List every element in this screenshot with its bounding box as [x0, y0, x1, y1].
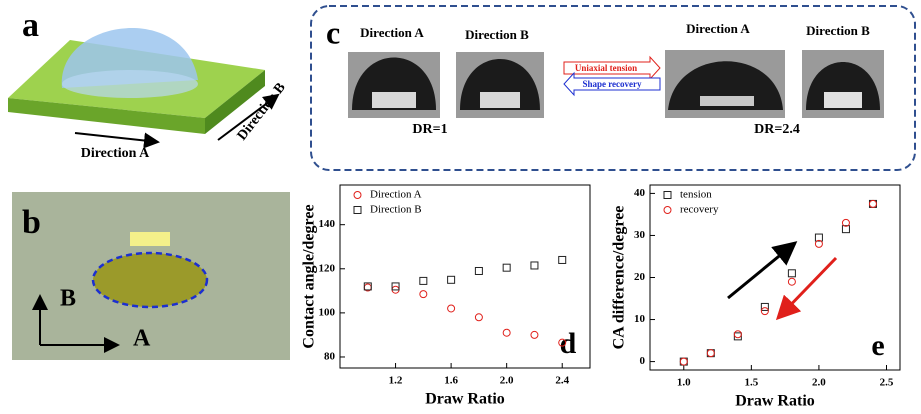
legend-label: recovery	[680, 204, 719, 216]
reflection	[130, 232, 170, 246]
point	[706, 349, 715, 358]
panel-a: a Direction A Direction B	[8, 7, 289, 161]
panel-c: c Direction A Direction B Direction A Di…	[310, 5, 916, 171]
legend-label: Direction B	[370, 204, 422, 216]
direction-label: Direction A	[81, 146, 150, 161]
x-tick-label: 2.4	[555, 375, 569, 387]
x-tick-label: 1.0	[677, 377, 691, 389]
arrow	[217, 93, 280, 141]
frame	[310, 5, 916, 171]
x-axis-title: Draw Ratio	[735, 393, 815, 410]
legend-label: Direction A	[370, 189, 422, 201]
y-axis-title: CA difference/degree	[611, 206, 628, 350]
x-tick-label: 1.2	[389, 375, 403, 387]
point	[787, 277, 796, 286]
point	[447, 304, 456, 313]
point	[733, 330, 742, 339]
chart: 1.2 1.6 2.0 2.4 80 100 120 140 Draw Ratio Contact…	[301, 184, 591, 408]
droplet-photo	[348, 50, 884, 118]
panel-b: b B A	[12, 192, 290, 360]
point	[419, 276, 428, 285]
y-axis-title: Contact angle/degree	[301, 204, 318, 348]
point	[474, 266, 483, 275]
y-tick-label: 20	[634, 271, 646, 283]
direction-label: Direction B	[465, 27, 529, 42]
panel-label: e	[871, 329, 884, 362]
panel-label: b	[22, 204, 41, 241]
slab-side	[8, 98, 205, 134]
draw-ratio-label: DR=1	[412, 122, 447, 137]
y-tick-label: 100	[319, 306, 336, 318]
point	[391, 282, 400, 291]
point	[363, 282, 372, 291]
legend-marker	[353, 206, 362, 214]
legend-marker	[353, 191, 362, 199]
droplet	[93, 253, 207, 307]
point	[787, 269, 796, 278]
droplet-base	[62, 70, 198, 98]
point	[841, 225, 850, 234]
slab-side	[205, 70, 265, 134]
panel-label: d	[560, 327, 577, 360]
trend-arrow	[727, 241, 798, 300]
x-tick-label: 1.6	[444, 375, 458, 387]
panel-label: c	[326, 14, 340, 50]
draw-ratio-label: DR=2.4	[754, 122, 800, 137]
x-tick-label: 2.0	[812, 377, 826, 389]
outline	[91, 251, 209, 309]
x-axis-title: Draw Ratio	[425, 391, 505, 408]
y-tick-label: 30	[634, 229, 646, 241]
x-tick-label: 1.5	[744, 377, 758, 389]
plot-frame	[339, 184, 591, 369]
axis-label: B	[60, 286, 76, 312]
legend-marker	[663, 206, 672, 214]
arrow	[74, 132, 160, 149]
x-tick-label: 2.5	[880, 377, 894, 389]
point	[760, 302, 769, 311]
y-tick-label: 140	[319, 218, 336, 230]
point	[841, 218, 850, 227]
point	[733, 332, 742, 341]
arrow	[563, 71, 661, 97]
point	[530, 261, 539, 270]
point	[419, 290, 428, 299]
point	[502, 263, 511, 272]
panel-label: a	[22, 7, 39, 44]
y-tick-label: 10	[634, 313, 646, 325]
trend-arrow	[775, 256, 838, 321]
legend-marker	[663, 191, 672, 199]
y-tick-label: 80	[324, 351, 336, 363]
point	[474, 313, 483, 322]
chart: 1.0 1.5 2.0 2.5 0 10 20 30 40 Draw Ratio CA differ…	[611, 184, 901, 410]
point	[558, 255, 567, 264]
arrow	[563, 55, 661, 81]
arrow-label: Shape recovery	[582, 79, 642, 89]
point	[502, 328, 511, 337]
point	[558, 338, 567, 347]
legend-label: tension	[680, 189, 712, 201]
point	[814, 233, 823, 242]
direction-label: Direction A	[360, 25, 424, 40]
point	[447, 275, 456, 284]
direction-label: Direction A	[686, 21, 750, 36]
y-tick-label: 0	[640, 355, 646, 367]
point	[760, 307, 769, 316]
y-tick-label: 40	[634, 187, 646, 199]
point	[530, 330, 539, 339]
point	[679, 357, 688, 366]
y-tick-label: 120	[319, 262, 336, 274]
point	[814, 239, 823, 248]
direction-label: Direction B	[806, 23, 870, 38]
axis-label: A	[133, 326, 151, 352]
x-tick-label: 2.0	[500, 375, 514, 387]
point	[868, 199, 877, 208]
arrow-label: Uniaxial tension	[575, 63, 637, 73]
